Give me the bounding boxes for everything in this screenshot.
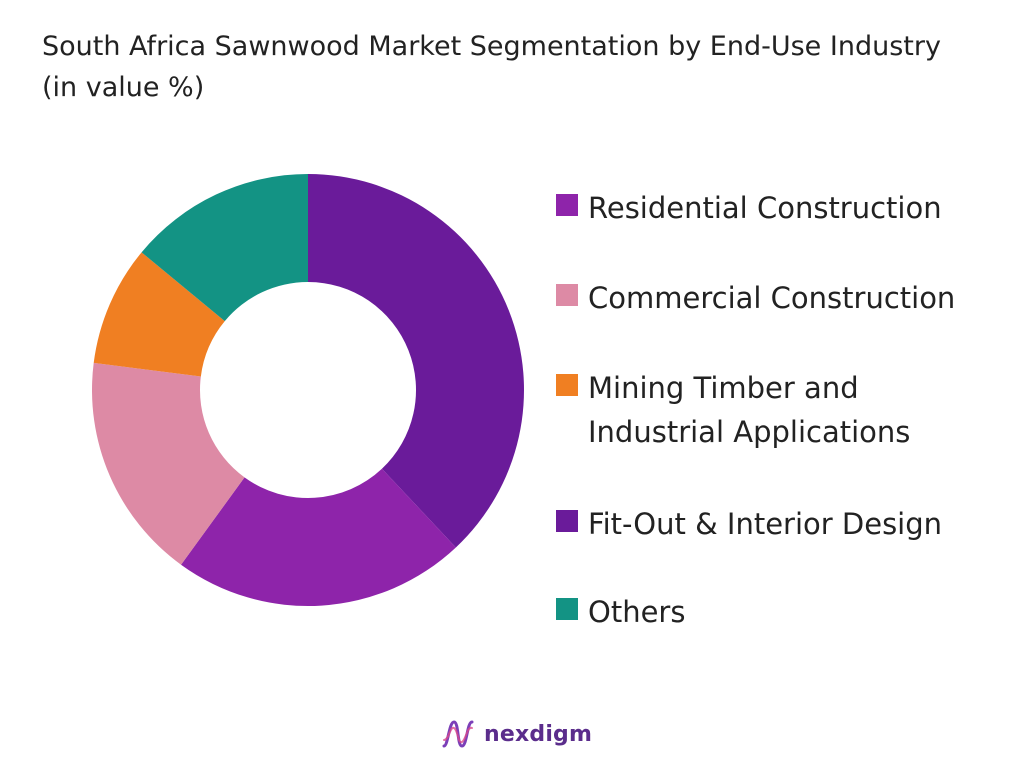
brand-name: nexdigm: [484, 721, 593, 747]
donut-chart: [92, 174, 524, 606]
donut-slice-3: [308, 174, 524, 548]
legend-swatch: [556, 374, 578, 396]
legend-item-0: Residential Construction: [556, 186, 942, 230]
chart-title: South Africa Sawnwood Market Segmentatio…: [42, 31, 941, 103]
nexdigm-wave-icon: [442, 720, 474, 748]
legend-item-2: Mining Timber and Industrial Application…: [556, 366, 910, 454]
legend-item-1: Commercial Construction: [556, 276, 955, 320]
legend-swatch: [556, 284, 578, 306]
legend-label: Commercial Construction: [588, 281, 956, 315]
donut-slice-2: [93, 252, 225, 377]
legend-label: Fit-Out & Interior Design: [588, 507, 943, 541]
brand-logo: nexdigm: [440, 714, 592, 754]
chart-legend: Residential Construction Commercial Const…: [556, 0, 1024, 768]
legend-label: Residential Construction: [588, 191, 942, 225]
legend-swatch: [556, 194, 578, 216]
legend-swatch: [556, 510, 578, 532]
donut-slice-0: [181, 468, 456, 606]
donut-slice-1: [92, 362, 245, 565]
donut-slice-4: [141, 174, 308, 322]
legend-label: Mining Timber and Industrial Application…: [588, 371, 911, 449]
legend-label: Others: [588, 595, 686, 629]
legend-swatch: [556, 598, 578, 620]
legend-item-3: Fit-Out & Interior Design: [556, 502, 942, 546]
legend-item-4: Others: [556, 590, 685, 634]
